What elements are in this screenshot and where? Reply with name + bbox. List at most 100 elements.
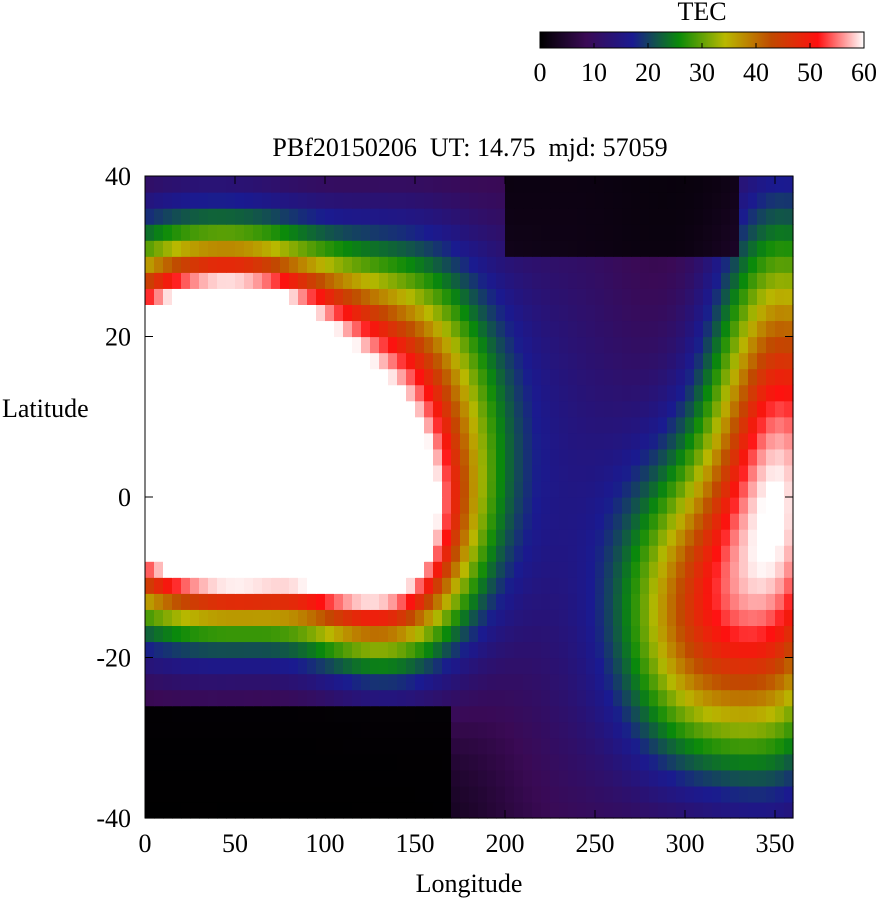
heatmap-cell <box>712 288 722 305</box>
heatmap-cell <box>415 272 425 289</box>
heatmap-cell <box>469 176 479 193</box>
heatmap-cell <box>235 384 245 402</box>
heatmap-cell <box>262 272 272 289</box>
heatmap-cell <box>352 432 362 450</box>
heatmap-cell <box>631 464 641 482</box>
heatmap-cell <box>487 561 497 578</box>
heatmap-cell <box>334 689 344 707</box>
heatmap-cell <box>667 609 677 626</box>
heatmap-cell <box>541 240 551 257</box>
heatmap-cell <box>334 448 344 466</box>
heatmap-cell <box>217 609 227 626</box>
heatmap-cell <box>289 416 299 434</box>
heatmap-cell <box>541 272 551 289</box>
heatmap-cell <box>685 785 695 803</box>
heatmap-cell <box>226 192 236 209</box>
heatmap-cell <box>145 801 155 819</box>
heatmap-cell <box>361 513 371 530</box>
heatmap-cell <box>253 529 263 546</box>
heatmap-cell <box>478 769 488 787</box>
heatmap-cell <box>541 464 551 482</box>
heatmap-cell <box>730 497 740 514</box>
heatmap-cell <box>550 577 560 594</box>
heatmap-cell <box>640 625 650 643</box>
heatmap-cell <box>658 769 668 787</box>
heatmap-cell <box>514 320 524 338</box>
heatmap-cell <box>730 801 740 819</box>
heatmap-cell <box>442 208 452 225</box>
heatmap-cell <box>352 609 362 626</box>
heatmap-cell <box>352 288 362 305</box>
heatmap-cell <box>496 593 506 610</box>
heatmap-cell <box>226 737 236 755</box>
heatmap-cell <box>451 625 461 643</box>
heatmap-cell <box>730 689 740 707</box>
heatmap-cell <box>649 497 659 514</box>
heatmap-cell <box>469 705 479 723</box>
heatmap-cell <box>370 256 380 273</box>
heatmap-cell <box>469 673 479 691</box>
heatmap-cell <box>766 545 776 562</box>
heatmap-cell <box>703 272 713 289</box>
heatmap-cell <box>469 721 479 739</box>
heatmap-cell <box>514 336 524 354</box>
heatmap-cell <box>235 400 245 418</box>
heatmap-cell <box>586 513 596 530</box>
heatmap-cell <box>397 769 407 787</box>
heatmap-cell <box>406 673 416 691</box>
heatmap-cell <box>325 657 335 675</box>
heatmap-cell <box>271 673 281 691</box>
heatmap-cell <box>298 416 308 434</box>
heatmap-cell <box>514 480 524 498</box>
heatmap-cell <box>253 785 263 803</box>
heatmap-cell <box>235 480 245 498</box>
heatmap-cell <box>622 240 632 257</box>
heatmap-cell <box>172 673 182 691</box>
heatmap-cell <box>550 384 560 402</box>
heatmap-cell <box>325 192 335 209</box>
heatmap-cell <box>640 497 650 514</box>
heatmap-cell <box>640 705 650 723</box>
heatmap-cell <box>289 737 299 755</box>
heatmap-cell <box>604 801 614 819</box>
heatmap-cell <box>604 448 614 466</box>
heatmap-cell <box>424 304 434 322</box>
heatmap-cell <box>406 641 416 659</box>
heatmap-cell <box>487 400 497 418</box>
heatmap-cell <box>217 721 227 739</box>
heatmap-cell <box>154 272 164 289</box>
heatmap-cell <box>406 593 416 610</box>
heatmap-cell <box>433 657 443 675</box>
heatmap-cell <box>730 464 740 482</box>
heatmap-cell <box>631 448 641 466</box>
heatmap-cell <box>181 705 191 723</box>
heatmap-cell <box>190 336 200 354</box>
heatmap-cell <box>487 721 497 739</box>
heatmap-cell <box>424 384 434 402</box>
heatmap-cell <box>703 352 713 370</box>
heatmap-cell <box>568 785 578 803</box>
heatmap-cell <box>334 705 344 723</box>
heatmap-cell <box>469 593 479 610</box>
heatmap-cell <box>289 785 299 803</box>
heatmap-cell <box>442 593 452 610</box>
heatmap-cell <box>199 785 209 803</box>
heatmap-cell <box>352 593 362 610</box>
heatmap-cell <box>217 176 227 193</box>
heatmap-cell <box>703 625 713 643</box>
heatmap-cell <box>676 352 686 370</box>
heatmap-cell <box>298 432 308 450</box>
heatmap-cell <box>658 673 668 691</box>
heatmap-cell <box>145 432 155 450</box>
heatmap-cell <box>775 609 785 626</box>
heatmap-cell <box>595 176 605 193</box>
heatmap-cell <box>280 801 290 819</box>
heatmap-cell <box>226 513 236 530</box>
heatmap-cell <box>775 272 785 289</box>
heatmap-cell <box>316 272 326 289</box>
heatmap-cell <box>262 224 272 241</box>
heatmap-cell <box>523 657 533 675</box>
heatmap-cell <box>379 657 389 675</box>
heatmap-cell <box>190 288 200 305</box>
heatmap-cell <box>514 513 524 530</box>
